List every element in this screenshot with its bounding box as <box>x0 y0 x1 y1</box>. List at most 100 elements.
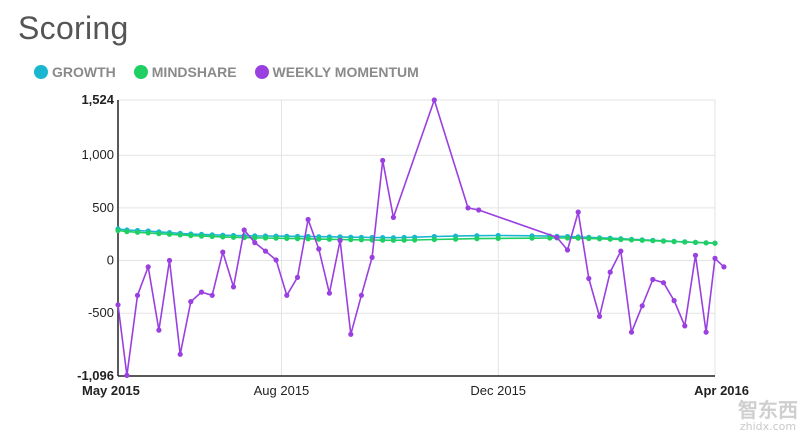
data-point-mindshare <box>564 235 571 241</box>
data-point-mindshare <box>177 232 183 238</box>
data-point-weekly-momentum <box>712 255 718 261</box>
data-point-mindshare <box>575 235 581 241</box>
data-point-mindshare <box>412 237 418 243</box>
data-point-mindshare <box>145 230 151 236</box>
y-tick-label: 1,000 <box>81 147 114 162</box>
data-point-weekly-momentum <box>115 302 121 308</box>
legend-label-weekly-momentum: WEEKLY MOMENTUM <box>272 64 419 80</box>
data-point-mindshare <box>453 236 459 242</box>
data-point-weekly-momentum <box>554 234 560 240</box>
data-point-weekly-momentum <box>575 209 581 215</box>
data-point-mindshare <box>273 235 279 241</box>
x-tick-label: Aug 2015 <box>254 383 310 398</box>
data-point-weekly-momentum <box>220 249 226 255</box>
x-tick-label: May 2015 <box>82 383 140 398</box>
legend-item-growth[interactable]: GROWTH <box>34 64 116 80</box>
y-tick-label: 1,524 <box>81 92 114 107</box>
legend-item-mindshare[interactable]: MINDSHARE <box>133 64 237 80</box>
data-point-weekly-momentum <box>156 327 162 333</box>
data-point-mindshare <box>660 238 667 244</box>
data-point-weekly-momentum <box>241 227 247 233</box>
data-point-weekly-momentum <box>252 240 258 246</box>
data-point-weekly-momentum <box>721 264 727 270</box>
legend-item-weekly-momentum[interactable]: WEEKLY MOMENTUM <box>254 64 419 80</box>
data-point-weekly-momentum <box>628 329 635 335</box>
data-point-weekly-momentum <box>198 289 205 295</box>
data-point-weekly-momentum <box>682 323 688 329</box>
data-point-mindshare <box>156 231 162 237</box>
x-tick-label: Dec 2015 <box>470 383 526 398</box>
data-point-mindshare <box>639 237 645 243</box>
y-tick-label: -1,096 <box>77 368 114 383</box>
data-point-mindshare <box>607 236 613 242</box>
data-point-mindshare <box>380 237 386 243</box>
data-point-weekly-momentum <box>294 274 301 280</box>
data-point-weekly-momentum <box>369 254 375 260</box>
data-point-mindshare <box>650 238 656 244</box>
data-point-mindshare <box>348 237 354 243</box>
watermark-logo-text: 智东西 <box>738 398 798 422</box>
data-point-mindshare <box>712 240 718 246</box>
data-point-mindshare <box>474 236 480 242</box>
data-point-mindshare <box>294 236 301 242</box>
data-point-mindshare <box>124 229 130 235</box>
data-point-mindshare <box>358 237 364 243</box>
data-point-mindshare <box>230 234 237 240</box>
data-point-mindshare <box>586 235 592 242</box>
y-tick-label: 0 <box>107 253 114 268</box>
data-point-weekly-momentum <box>586 275 592 282</box>
data-point-mindshare <box>401 237 407 243</box>
data-point-mindshare <box>495 235 501 241</box>
data-point-weekly-momentum <box>166 257 173 264</box>
data-point-weekly-momentum <box>671 298 677 304</box>
data-point-weekly-momentum <box>465 205 471 211</box>
x-tick-label: Apr 2016 <box>694 383 749 398</box>
chart-legend: GROWTH MINDSHARE WEEKLY MOMENTUM <box>34 64 419 80</box>
data-point-mindshare <box>682 239 688 245</box>
data-point-weekly-momentum <box>692 252 699 258</box>
data-point-mindshare <box>188 233 194 239</box>
data-point-weekly-momentum <box>348 331 354 337</box>
data-point-weekly-momentum <box>134 292 141 298</box>
data-point-weekly-momentum <box>209 292 215 298</box>
data-point-weekly-momentum <box>476 207 482 213</box>
data-point-weekly-momentum <box>177 351 183 357</box>
data-point-weekly-momentum <box>596 313 603 319</box>
data-point-mindshare <box>220 234 226 240</box>
data-point-weekly-momentum <box>358 292 364 298</box>
data-point-mindshare <box>547 235 553 241</box>
series-lines <box>115 97 727 378</box>
data-point-mindshare <box>198 233 205 239</box>
data-point-weekly-momentum <box>660 280 667 286</box>
data-point-weekly-momentum <box>703 329 709 335</box>
data-point-mindshare <box>209 233 215 240</box>
data-point-mindshare <box>262 235 269 241</box>
data-point-mindshare <box>596 236 603 242</box>
data-point-mindshare <box>529 235 535 241</box>
page-title: Scoring <box>18 10 129 46</box>
data-point-weekly-momentum <box>618 248 624 254</box>
data-point-weekly-momentum <box>262 248 269 254</box>
data-point-mindshare <box>431 236 437 243</box>
data-point-mindshare <box>316 236 322 242</box>
data-point-weekly-momentum <box>145 264 151 270</box>
watermark-url: zhidx.com <box>739 420 797 433</box>
data-point-mindshare <box>390 237 396 243</box>
data-point-mindshare <box>326 236 332 242</box>
data-point-weekly-momentum <box>650 276 656 283</box>
legend-marker-mindshare <box>133 65 148 79</box>
data-point-mindshare <box>703 240 709 246</box>
data-point-weekly-momentum <box>326 290 332 296</box>
data-point-weekly-momentum <box>230 284 237 290</box>
data-point-weekly-momentum <box>380 157 386 164</box>
data-point-mindshare <box>305 236 311 242</box>
data-point-weekly-momentum <box>124 372 130 378</box>
data-point-mindshare <box>284 235 290 241</box>
data-point-weekly-momentum <box>607 269 613 275</box>
data-point-weekly-momentum <box>564 247 571 253</box>
data-point-mindshare <box>115 227 121 234</box>
data-point-weekly-momentum <box>284 292 290 298</box>
data-point-weekly-momentum <box>431 97 437 103</box>
data-point-weekly-momentum <box>390 214 396 220</box>
